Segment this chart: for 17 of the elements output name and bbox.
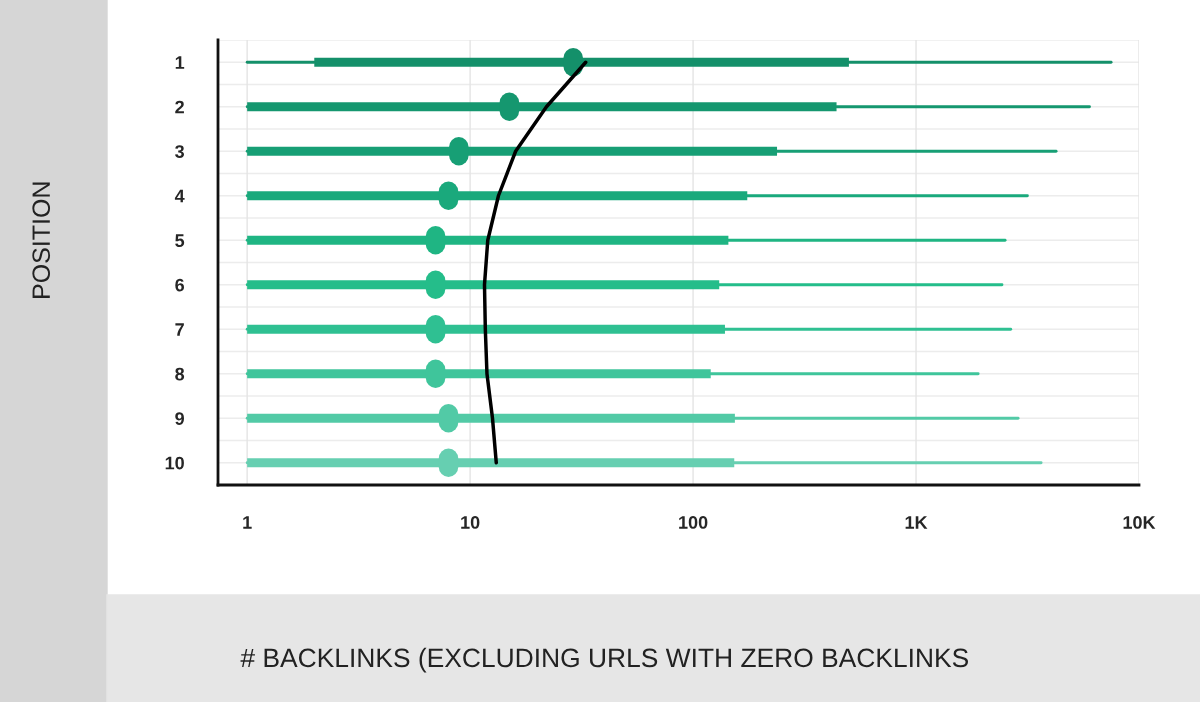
x-tick-label: 1 bbox=[243, 516, 252, 529]
y-tick-label: 2 bbox=[175, 100, 184, 114]
y-tick-label: 9 bbox=[175, 412, 184, 425]
y-tick-label: 7 bbox=[175, 323, 184, 336]
x-tick-label: 10 bbox=[461, 516, 480, 529]
x-axis-title: # BACKLINKS (EXCLUDING URLS WITH ZERO BACKLINKS bbox=[240, 647, 968, 673]
y-tick-label: 1 bbox=[175, 56, 185, 69]
y-tick-label: 6 bbox=[175, 278, 185, 292]
y-tick-label: 3 bbox=[175, 145, 185, 158]
x-tick-label: 10K bbox=[1123, 516, 1156, 529]
x-tick-label: 100 bbox=[679, 516, 708, 529]
y-tick-label: 4 bbox=[174, 189, 185, 203]
y-axis-title: POSITION bbox=[32, 182, 51, 298]
y-tick-label: 10 bbox=[165, 456, 184, 470]
y-tick-label: 5 bbox=[175, 234, 185, 247]
x-tick-label: 1K bbox=[905, 516, 928, 529]
y-tick-label: 8 bbox=[175, 367, 185, 381]
